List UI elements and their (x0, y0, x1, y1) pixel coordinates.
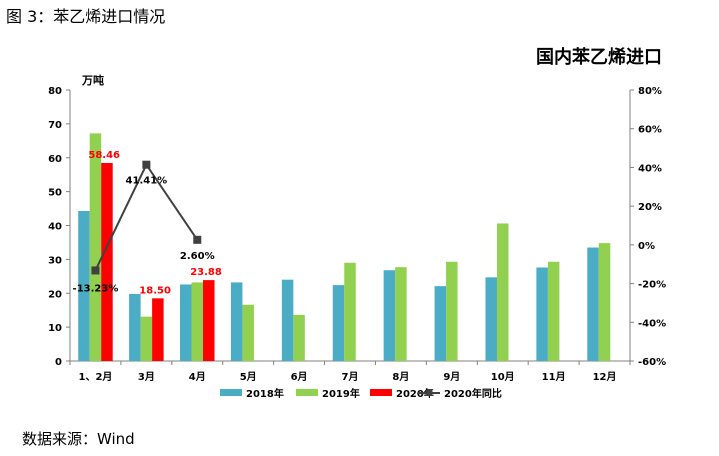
bar-2019 (89, 133, 102, 361)
y-tick-label: 30 (48, 255, 62, 266)
bar-2020-data-label: 18.50 (139, 285, 171, 296)
x-tick-label: 12月 (593, 371, 617, 383)
y2-tick-label: 40% (638, 163, 662, 174)
bar-2020 (203, 280, 215, 361)
legend-2019-swatch (296, 389, 318, 396)
y-tick-label: 70 (48, 120, 62, 131)
x-tick-label: 7月 (342, 371, 359, 383)
x-tick-label: 3月 (138, 371, 155, 383)
y-tick-label: 20 (48, 289, 62, 300)
y2-tick-label: -60% (638, 357, 666, 368)
legend-2020-yoy-label: 2020年同比 (444, 387, 502, 400)
bar-2018 (383, 270, 396, 361)
bar-2019 (395, 267, 407, 361)
bar-2019 (242, 304, 254, 361)
x-tick-label: 4月 (189, 371, 206, 383)
bar-2019 (547, 261, 560, 361)
bar-2019 (191, 282, 204, 361)
bar-2018 (434, 286, 447, 361)
yoy-marker (142, 160, 151, 169)
y2-tick-label: 0% (638, 241, 655, 252)
x-tick-label: 8月 (392, 371, 409, 383)
yoy-marker (193, 235, 202, 244)
x-tick-label: 11月 (542, 371, 566, 383)
y-tick-label: 10 (48, 323, 62, 334)
y-tick-label: 80 (48, 86, 62, 97)
x-tick-label: 9月 (443, 371, 460, 383)
legend-2019-label: 2019年 (322, 387, 360, 400)
bar-2019 (446, 261, 458, 361)
y2-tick-label: 80% (638, 86, 662, 97)
bar-2019 (344, 262, 356, 361)
y-axis-unit-label: 万吨 (81, 73, 104, 87)
bar-2019 (598, 243, 611, 361)
y2-tick-label: 60% (638, 125, 662, 136)
bar-2020 (152, 298, 164, 361)
legend-2020-swatch (370, 389, 392, 396)
bar-2020-data-label: 23.88 (190, 267, 222, 278)
y2-tick-label: -40% (638, 318, 666, 329)
bar-2018 (230, 282, 243, 361)
bar-2018 (332, 285, 345, 361)
bar-2018 (78, 210, 90, 361)
x-tick-label: 10月 (491, 371, 515, 383)
y-tick-label: 0 (55, 357, 62, 368)
yoy-data-label: 41.41% (126, 176, 168, 187)
source-note: 数据来源：Wind (22, 430, 135, 448)
bar-2018 (180, 284, 192, 361)
bar-2018 (587, 247, 599, 361)
yoy-data-label: 2.60% (180, 251, 215, 262)
bar-2020 (101, 162, 113, 361)
legend-2018-label: 2018年 (246, 387, 284, 400)
bar-2019 (293, 314, 305, 361)
bar-2019 (140, 316, 153, 361)
chart-title: 国内苯乙烯进口 (536, 46, 662, 68)
yoy-marker (91, 266, 100, 275)
y-tick-label: 50 (48, 188, 62, 199)
legend-2020-yoy-swatch-marker (426, 390, 432, 396)
legend-2020-label: 2020年 (396, 387, 434, 400)
x-tick-label: 6月 (291, 371, 308, 383)
legend-2018-swatch (220, 389, 242, 396)
y-tick-label: 40 (48, 222, 62, 233)
figure-caption: 图 3：苯乙烯进口情况 (6, 7, 166, 26)
bar-2018 (485, 277, 497, 361)
bar-2019 (496, 223, 509, 361)
bar-2018 (281, 279, 294, 361)
y2-tick-label: 20% (638, 202, 662, 213)
y-tick-label: 60 (48, 154, 62, 165)
x-tick-label: 5月 (240, 371, 257, 383)
x-tick-label: 1、2月 (78, 371, 112, 383)
bar-2018 (129, 293, 141, 361)
yoy-data-label: -13.23% (73, 283, 119, 294)
bar-2020-data-label: 58.46 (88, 150, 120, 161)
y2-tick-label: -20% (638, 280, 666, 291)
bar-2018 (536, 267, 548, 361)
